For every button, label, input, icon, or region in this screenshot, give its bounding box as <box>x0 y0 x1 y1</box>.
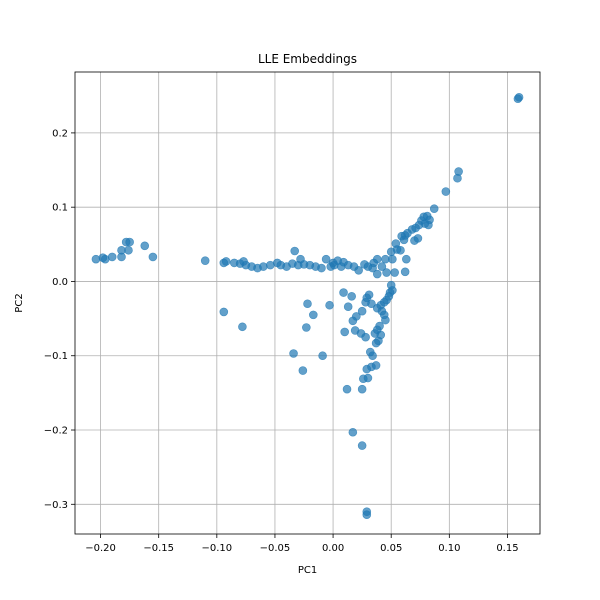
scatter-point <box>360 260 369 269</box>
scatter-point <box>364 290 374 300</box>
scatter-point <box>424 220 433 230</box>
scatter-point <box>329 260 339 270</box>
scatter-point <box>399 235 409 245</box>
scatter-point <box>382 268 391 277</box>
y-tick-label: 0.2 <box>52 128 68 139</box>
x-tick-label: −0.10 <box>201 543 232 554</box>
scatter-point <box>357 441 367 450</box>
x-tick-label: 0.05 <box>380 543 402 554</box>
scatter-point <box>347 292 356 301</box>
scatter-point <box>368 351 377 361</box>
scatter-point <box>402 254 411 264</box>
scatter-point <box>298 366 308 375</box>
scatter-point <box>357 306 367 316</box>
x-axis-ticks: −0.20 −0.15 −0.10 −0.05 0.00 0.05 0.10 0.15 <box>85 534 519 554</box>
scatter-point <box>238 322 247 332</box>
scatter-point <box>348 427 358 437</box>
scatter-point <box>390 268 399 277</box>
scatter-point <box>325 300 334 310</box>
x-tick-label: −0.05 <box>260 543 291 554</box>
scatter-point <box>410 236 419 245</box>
x-tick-label: 0.10 <box>438 543 460 554</box>
scatter-point <box>302 323 311 332</box>
axes-frame <box>74 71 541 535</box>
scatter-point <box>309 310 318 320</box>
y-axis-label: PC2 <box>14 293 25 312</box>
scatter-point <box>219 307 229 317</box>
scatter-point <box>290 246 300 256</box>
x-axis-label: PC1 <box>298 565 317 576</box>
scatter-point <box>340 327 350 337</box>
x-tick-label: 0.15 <box>496 543 518 554</box>
y-tick-label: 0.0 <box>52 277 68 288</box>
scatter-point <box>121 237 131 247</box>
scatter-point <box>513 94 523 104</box>
scatter-point <box>377 262 387 271</box>
scatter-point <box>361 332 370 342</box>
scatter-point <box>219 258 229 268</box>
scatter-point <box>441 187 451 196</box>
scatter-point <box>368 263 377 273</box>
scatter-point <box>396 245 405 255</box>
scatter-point <box>357 384 367 394</box>
y-tick-label: 0.1 <box>52 203 68 214</box>
scatter-point <box>453 173 462 183</box>
scatter-point <box>372 269 382 279</box>
scatter-point <box>117 252 126 262</box>
scatter-point <box>381 315 390 325</box>
scatter-point <box>362 364 372 374</box>
scatter-point <box>98 253 108 262</box>
scatter-point <box>339 288 348 297</box>
scatter-point <box>140 241 150 251</box>
scatter-point <box>342 384 352 394</box>
scatter-point <box>289 349 298 358</box>
scatter-point <box>400 267 410 277</box>
scatter-point <box>296 254 305 264</box>
scatter-point <box>229 258 239 268</box>
scatter-point <box>200 256 210 265</box>
scatter-point <box>91 254 101 264</box>
scatter-point <box>429 204 439 213</box>
y-tick-label: −0.2 <box>44 426 68 437</box>
x-tick-label: −0.15 <box>143 543 174 554</box>
scatter-point <box>318 351 327 361</box>
scatter-point <box>336 262 346 271</box>
scatter-point <box>321 254 331 264</box>
scatter-point <box>265 260 275 270</box>
scatter-point <box>239 257 248 266</box>
scatter-point <box>148 252 158 262</box>
scatter-point <box>367 299 376 309</box>
y-tick-label: −0.1 <box>44 351 68 362</box>
scatter-points <box>91 92 524 519</box>
y-axis-ticks: −0.3 −0.2 −0.1 0.0 0.1 0.2 <box>44 128 75 511</box>
scatter-point <box>348 316 358 326</box>
scatter-point <box>303 299 312 309</box>
scatter-point <box>358 374 368 384</box>
scatter-point <box>386 247 396 257</box>
scatter-point <box>343 302 353 312</box>
grid-lines <box>75 72 540 534</box>
scatter-point <box>362 510 372 519</box>
scatter-point <box>371 338 381 348</box>
x-tick-label: −0.20 <box>85 543 116 554</box>
x-tick-label: 0.00 <box>322 543 344 554</box>
scatter-point <box>388 254 397 264</box>
chart-title: LLE Embeddings <box>258 52 357 66</box>
y-tick-label: −0.3 <box>44 500 68 511</box>
